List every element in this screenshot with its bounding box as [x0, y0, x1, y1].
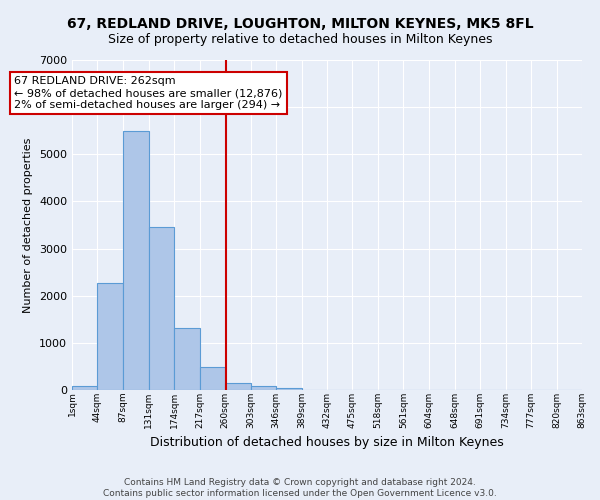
- Text: 67 REDLAND DRIVE: 262sqm
← 98% of detached houses are smaller (12,876)
2% of sem: 67 REDLAND DRIVE: 262sqm ← 98% of detach…: [14, 76, 283, 110]
- Text: Contains HM Land Registry data © Crown copyright and database right 2024.
Contai: Contains HM Land Registry data © Crown c…: [103, 478, 497, 498]
- Text: 67, REDLAND DRIVE, LOUGHTON, MILTON KEYNES, MK5 8FL: 67, REDLAND DRIVE, LOUGHTON, MILTON KEYN…: [67, 18, 533, 32]
- Bar: [72, 386, 97, 390]
- Bar: [276, 388, 302, 390]
- Bar: [225, 382, 251, 390]
- Y-axis label: Number of detached properties: Number of detached properties: [23, 138, 34, 312]
- Bar: [149, 228, 175, 390]
- Text: Size of property relative to detached houses in Milton Keynes: Size of property relative to detached ho…: [108, 32, 492, 46]
- Bar: [200, 367, 225, 390]
- Bar: [251, 386, 276, 390]
- Bar: [175, 328, 200, 390]
- Bar: [123, 131, 149, 390]
- X-axis label: Distribution of detached houses by size in Milton Keynes: Distribution of detached houses by size …: [150, 436, 504, 449]
- Bar: [97, 283, 123, 390]
